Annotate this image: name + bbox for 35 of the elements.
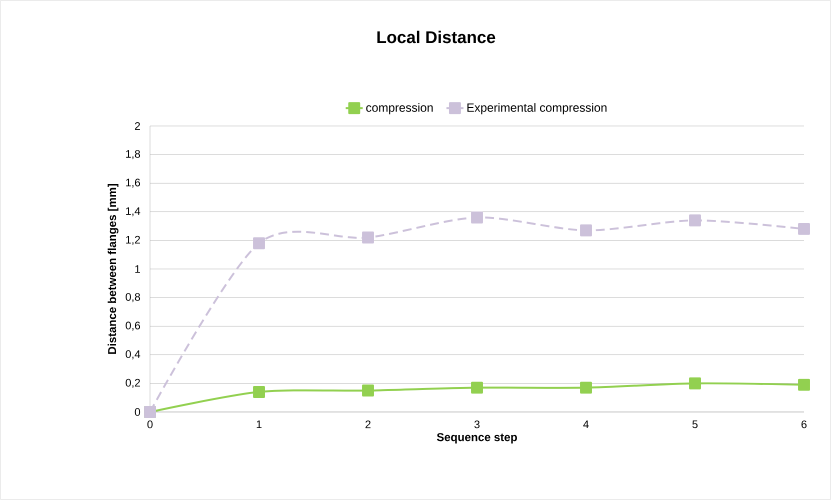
x-tick-label: 4 bbox=[583, 420, 589, 428]
point bbox=[689, 377, 701, 390]
chart-title: Local Distance bbox=[377, 30, 496, 44]
y-tick-label: 0 bbox=[134, 408, 140, 416]
x-tick-label: 2 bbox=[366, 420, 371, 428]
point bbox=[253, 237, 265, 250]
y-axis-title: Distance between flanges [mm] bbox=[108, 184, 118, 354]
x-tick-label: 5 bbox=[692, 420, 698, 428]
x-tick-label: 3 bbox=[474, 420, 480, 428]
point bbox=[471, 212, 483, 224]
y-tick-label: 2 bbox=[134, 122, 140, 130]
point bbox=[362, 232, 374, 244]
point bbox=[798, 222, 810, 235]
y-tick-label: 1 bbox=[135, 265, 140, 273]
point bbox=[362, 384, 374, 397]
point bbox=[689, 214, 701, 226]
y-tick-label: 1,2 bbox=[126, 236, 140, 245]
y-tick-label: 0,8 bbox=[126, 293, 140, 302]
point bbox=[798, 378, 810, 391]
point bbox=[580, 382, 592, 394]
x-tick-label: 6 bbox=[802, 420, 807, 428]
point bbox=[580, 224, 592, 236]
y-tick-label: 1,6 bbox=[126, 178, 140, 188]
y-tick-label: 0,2 bbox=[126, 378, 140, 388]
x-tick-label: 0 bbox=[147, 420, 153, 428]
point bbox=[253, 386, 265, 398]
y-tick-label: 0,4 bbox=[126, 350, 140, 360]
y-tick-label: 0,6 bbox=[126, 322, 140, 331]
legend-label: compression bbox=[366, 103, 433, 114]
legend-label: Experimental compression bbox=[467, 103, 606, 114]
y-tick-label: 1,4 bbox=[126, 207, 140, 216]
x-tick-label: 1 bbox=[256, 420, 262, 428]
x-axis-title: Sequence step bbox=[436, 433, 517, 444]
point bbox=[471, 382, 483, 394]
y-tick-label: 1,8 bbox=[126, 150, 140, 160]
